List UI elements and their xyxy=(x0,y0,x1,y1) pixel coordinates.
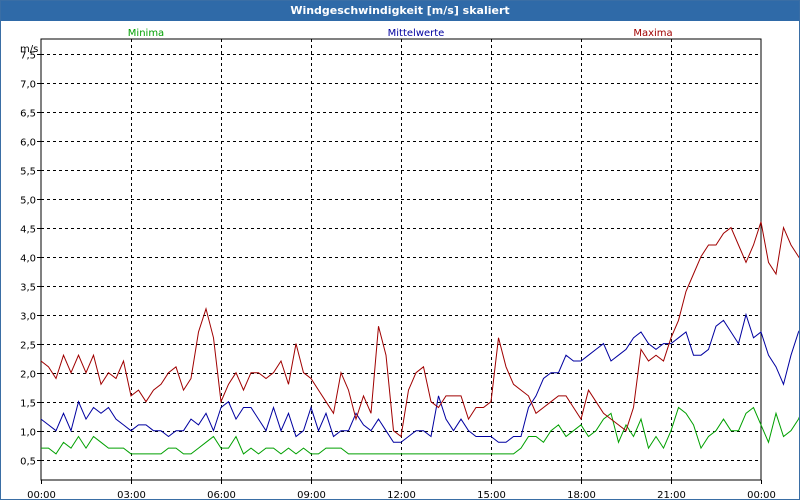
x-tick-time: 00:00 xyxy=(747,490,776,499)
y-tick-label: 2,0 xyxy=(20,370,36,381)
y-tick-label: 2,5 xyxy=(20,341,36,352)
y-tick-label: 4,0 xyxy=(20,254,36,265)
y-tick-label: 1,0 xyxy=(20,428,36,439)
y-tick-label: 6,5 xyxy=(20,109,36,120)
y-tick-label: 5,0 xyxy=(20,196,36,207)
x-tick-time: 12:00 xyxy=(387,490,416,499)
y-tick-label: 7,5 xyxy=(20,51,36,62)
x-tick-time: 15:00 xyxy=(477,490,506,499)
x-tick-time: 00:00 xyxy=(27,490,56,499)
y-tick-label: 6,0 xyxy=(20,138,36,149)
legend-minima: Minima xyxy=(128,28,164,39)
x-tick-time: 21:00 xyxy=(657,490,686,499)
series-line-mittelwerte xyxy=(40,312,799,443)
y-axis-label: m/s xyxy=(20,44,38,55)
series-line-minima xyxy=(41,406,799,455)
y-tick-label: 5,5 xyxy=(20,167,36,178)
legend-mittelwerte: Mittelwerte xyxy=(388,28,445,39)
y-tick-label: 7,0 xyxy=(20,80,36,91)
y-tick-label: 1,5 xyxy=(20,399,36,410)
chart-title: Windgeschwindigkeit [m/s] skaliert xyxy=(1,1,799,21)
y-tick-label: 0,5 xyxy=(20,457,36,468)
x-tick-time: 09:00 xyxy=(297,490,326,499)
y-tick-label: 3,5 xyxy=(20,283,36,294)
x-tick-time: 06:00 xyxy=(207,490,236,499)
x-tick-time: 18:00 xyxy=(567,490,596,499)
y-tick-label: 4,5 xyxy=(20,225,36,236)
y-tick-label: 3,0 xyxy=(20,312,36,323)
legend-maxima: Maxima xyxy=(633,28,672,39)
x-tick-time: 03:00 xyxy=(117,490,146,499)
series-line-maxima xyxy=(40,221,799,438)
wind-speed-chart: 0,5 1,0 1,5 2,0 2,5 3,0 3,5 4,0 4,5 5,0 5,5 6,0 6,5 7… xyxy=(20,28,799,499)
